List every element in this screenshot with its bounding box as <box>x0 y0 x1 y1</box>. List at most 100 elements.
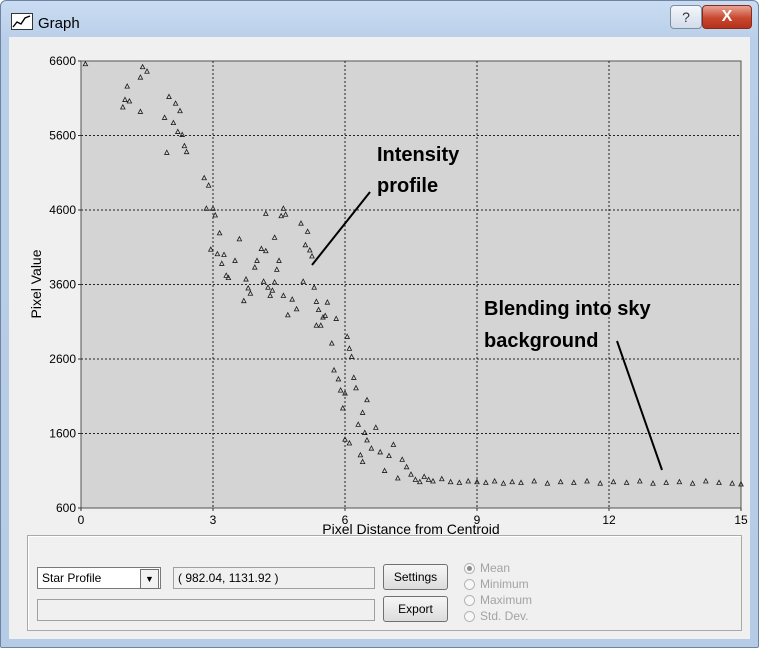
data-point-marker <box>284 311 291 318</box>
data-point-marker <box>236 235 243 242</box>
data-point-marker <box>531 477 538 484</box>
data-point-marker <box>245 284 252 291</box>
data-point-marker <box>218 260 225 266</box>
coordinates-value: ( 982.04, 1131.92 ) <box>178 571 279 585</box>
data-point-marker <box>702 477 709 484</box>
controls-panel: Star Profile ▼ ( 982.04, 1131.92 ) Setti… <box>27 535 742 631</box>
radio-maximum[interactable]: Maximum <box>464 593 584 607</box>
data-point-marker <box>216 229 223 236</box>
data-point-marker <box>262 210 269 216</box>
data-point-marker <box>348 353 355 359</box>
data-point-marker <box>311 284 318 290</box>
radio-minimum-dot[interactable] <box>464 579 475 590</box>
data-point-marker <box>342 390 348 396</box>
data-point-marker <box>650 480 656 486</box>
data-point-marker <box>425 476 432 482</box>
data-point-marker <box>346 439 353 446</box>
data-point-marker <box>623 479 630 485</box>
data-point-marker <box>315 306 322 313</box>
close-button[interactable]: X <box>702 5 752 29</box>
y-tick-label: 5600 <box>49 129 76 143</box>
data-point-marker <box>328 340 335 346</box>
data-point-marker <box>355 421 362 427</box>
intensity-arrow-line <box>311 191 371 266</box>
data-point-marker <box>293 305 300 312</box>
data-point-marker <box>302 241 309 248</box>
radio-std-dev-dot[interactable] <box>464 611 475 622</box>
profile-dropdown[interactable]: Star Profile ▼ <box>37 567 161 589</box>
y-tick-label: 1600 <box>49 427 76 441</box>
annotation-intensity-line2: profile <box>377 175 438 197</box>
radio-minimum-label: Minimum <box>480 577 529 591</box>
data-point-marker <box>172 100 179 106</box>
data-point-marker <box>610 478 617 485</box>
dropdown-arrow-icon[interactable]: ▼ <box>140 569 159 589</box>
data-point-marker <box>361 429 368 435</box>
data-point-marker <box>368 445 375 451</box>
data-point-marker <box>289 296 296 302</box>
data-point-marker <box>377 448 384 455</box>
data-point-marker <box>482 479 489 485</box>
data-point-marker <box>390 441 397 447</box>
data-point-marker <box>716 479 722 485</box>
data-point-marker <box>557 478 564 485</box>
x-tick-label: 12 <box>602 513 616 527</box>
data-point-marker <box>342 436 348 442</box>
data-point-marker <box>509 478 516 485</box>
data-point-marker <box>207 246 214 252</box>
data-point-marker <box>223 272 230 278</box>
data-point-marker <box>161 114 168 120</box>
data-point-marker <box>364 436 370 443</box>
data-point-marker <box>320 314 326 320</box>
export-button[interactable]: Export <box>383 596 448 622</box>
data-point-marker <box>225 274 232 280</box>
data-point-marker <box>313 298 320 304</box>
data-point-marker <box>258 245 265 251</box>
data-point-marker <box>205 182 212 188</box>
help-button[interactable]: ? <box>670 5 702 29</box>
radio-mean[interactable]: Mean <box>464 561 584 575</box>
radio-std-dev[interactable]: Std. Dev. <box>464 609 584 623</box>
annotation-sky-line2: background <box>484 330 598 352</box>
data-point-marker <box>232 257 238 263</box>
data-point-marker <box>280 292 287 298</box>
data-point-marker <box>163 149 170 155</box>
status-field <box>37 599 375 621</box>
settings-button[interactable]: Settings <box>383 564 448 590</box>
data-point-marker <box>570 479 577 485</box>
data-point-marker <box>344 333 351 339</box>
data-points <box>82 60 744 487</box>
statistic-radio-group: Mean Minimum Maximum Std. Dev. <box>464 561 584 632</box>
data-point-marker <box>729 480 736 486</box>
data-point-marker <box>372 424 379 430</box>
data-point-marker <box>689 480 696 486</box>
data-point-marker <box>331 366 337 373</box>
data-point-marker <box>271 279 278 285</box>
sky-arrow-line <box>616 340 663 471</box>
data-point-marker <box>300 278 307 284</box>
data-point-marker <box>335 375 342 382</box>
data-point-marker <box>399 456 406 462</box>
data-point-marker <box>322 312 329 318</box>
grid-lines <box>81 61 741 508</box>
window-title: Graph <box>38 15 80 32</box>
data-point-marker <box>144 68 150 74</box>
radio-std-dev-label: Std. Dev. <box>480 609 529 623</box>
y-axis-label: Pixel Value <box>28 249 44 318</box>
client-area: 600 1600 2600 3600 4600 5600 6600 0 3 6 9 12 15 Pix… <box>9 37 750 639</box>
data-point-marker <box>324 299 331 305</box>
data-point-marker <box>271 234 278 240</box>
title-bar[interactable]: Graph ? X <box>1 1 758 37</box>
data-point-marker <box>346 345 353 351</box>
data-point-marker <box>273 266 280 272</box>
data-point-marker <box>124 83 131 89</box>
x-tick-label: 0 <box>78 513 85 527</box>
radio-mean-dot[interactable] <box>464 563 475 574</box>
radio-mean-label: Mean <box>480 561 511 575</box>
data-point-marker <box>139 63 146 70</box>
radio-maximum-dot[interactable] <box>464 595 475 606</box>
data-point-marker <box>276 257 282 263</box>
x-tick-labels: 0 3 6 9 12 15 <box>78 508 748 527</box>
data-point-marker <box>381 467 388 473</box>
radio-minimum[interactable]: Minimum <box>464 577 584 591</box>
